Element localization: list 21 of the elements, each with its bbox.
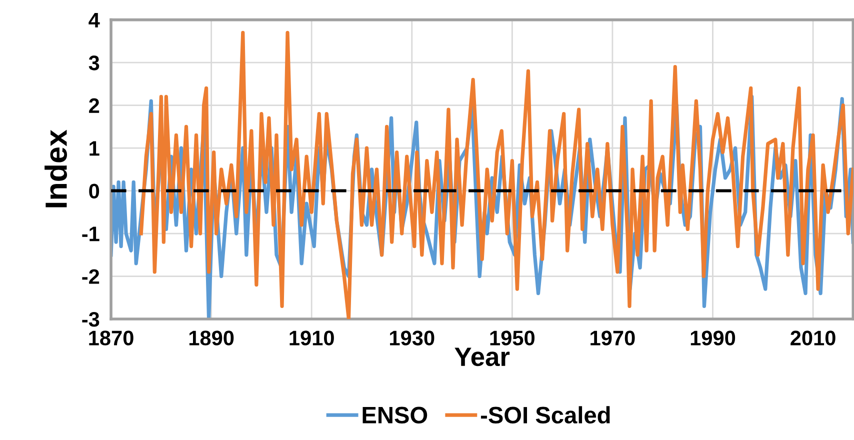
y-tick-label: 3 (88, 56, 100, 70)
x-tick-label: 1970 (590, 330, 635, 346)
legend-label: -SOI Scaled (480, 406, 610, 424)
legend-label: ENSO (362, 406, 428, 424)
x-tick-label: 1890 (189, 330, 234, 346)
y-tick-label: 1 (90, 141, 100, 156)
x-tick-label: 1930 (390, 330, 434, 346)
y-axis-title: Index (44, 130, 68, 208)
line-series (139, 30, 854, 319)
x-axis-title: Year (454, 348, 510, 366)
y-tick-label: -2 (82, 269, 100, 284)
x-tick-label: 1910 (290, 330, 334, 346)
x-tick-label: 1870 (89, 330, 134, 346)
y-tick-label: 4 (88, 13, 100, 28)
x-tick-label: 1950 (490, 330, 534, 346)
x-tick-label: 1990 (690, 330, 736, 346)
y-tick-label: 2 (89, 98, 100, 113)
y-tick-label: 0 (89, 184, 100, 199)
y-tick-label: -3 (82, 312, 100, 327)
x-tick-label: 2010 (790, 330, 836, 346)
y-tick-label: -1 (82, 226, 100, 242)
